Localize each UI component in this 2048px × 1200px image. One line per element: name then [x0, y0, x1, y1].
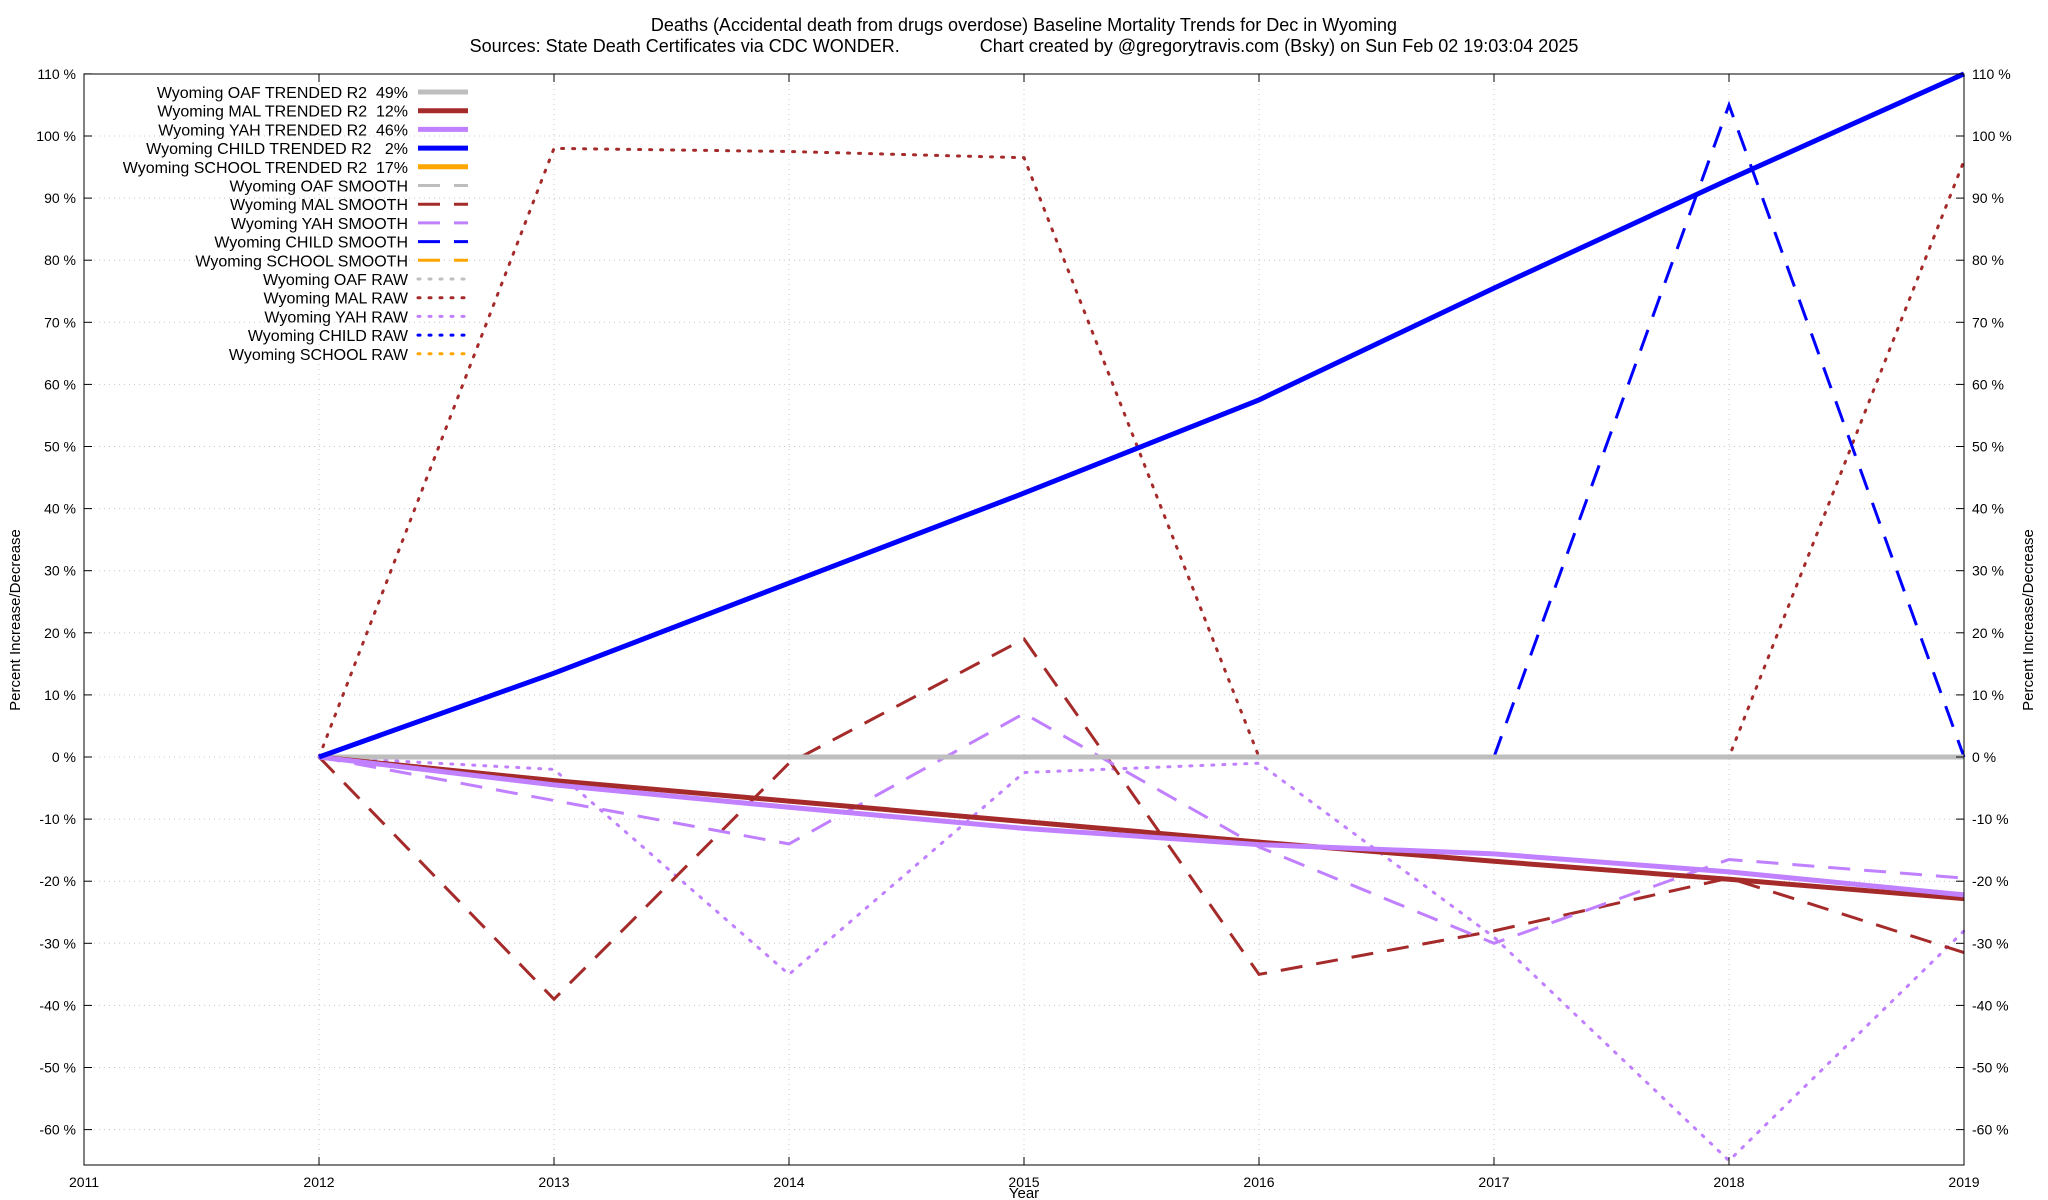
y2-tick-label: -10 %: [1972, 811, 2009, 827]
y-tick-label: 10 %: [44, 687, 76, 703]
y2-tick-label: -60 %: [1972, 1122, 2009, 1138]
y-tick-label: -20 %: [39, 873, 76, 889]
series-line-yah-trended: [318, 754, 1965, 898]
y-tick-label: 90 %: [44, 190, 76, 206]
series-line-mal-trended: [318, 754, 1965, 902]
y-tick-label: -50 %: [39, 1060, 76, 1076]
x-axis-label: Year: [1009, 1185, 1039, 1200]
legend-entry-label: Wyoming OAF TRENDED R2 49%: [157, 85, 408, 102]
y-tick-label: 60 %: [44, 376, 76, 392]
x-tick-label: 2011: [69, 1174, 99, 1190]
legend-entry-label: Wyoming CHILD RAW: [248, 328, 409, 345]
y2-tick-label: 60 %: [1972, 376, 2004, 392]
series-line-child-trended: [318, 71, 1966, 760]
legend-entry-label: Wyoming MAL TRENDED R2 12%: [157, 104, 408, 121]
y-tick-label: 70 %: [44, 314, 76, 330]
y-tick-label: 110 %: [37, 66, 76, 82]
series-line-mal-raw: [317, 146, 1966, 759]
legend-entry-label: Wyoming OAF RAW: [263, 272, 409, 289]
axis-ticks: 110 % 110 % 100 % 100 % 90 % 90 % 80 % 80 % 70 %…: [36, 66, 2011, 1190]
y-tick-label: 50 %: [44, 439, 76, 455]
series-line-child-smooth: [1492, 100, 1966, 758]
legend-entry-label: Wyoming YAH RAW: [264, 309, 408, 326]
y-tick-label: -30 %: [39, 935, 76, 951]
y2-tick-label: 100 %: [1972, 128, 2012, 144]
series-line-mal-smooth: [317, 637, 1965, 1002]
y2-tick-label: 20 %: [1972, 625, 2004, 641]
y2-tick-label: -40 %: [1972, 997, 2009, 1013]
y-tick-label: 40 %: [44, 501, 76, 517]
x-tick-label: 2017: [1478, 1174, 1509, 1190]
y2-tick-label: 80 %: [1972, 252, 2004, 268]
legend-entry-label: Wyoming SCHOOL RAW: [229, 347, 409, 364]
y2-axis-label: Percent Increase/Decrease: [2020, 529, 2037, 711]
y2-tick-label: -20 %: [1972, 873, 2009, 889]
x-tick-label: 2019: [1948, 1174, 1979, 1190]
chart-subtitle: Sources: State Death Certificates via CD…: [470, 36, 1579, 56]
y2-tick-label: 10 %: [1972, 687, 2004, 703]
y2-tick-label: 40 %: [1972, 501, 2004, 517]
y-tick-label: -60 %: [39, 1122, 76, 1138]
legend-entry-label: Wyoming MAL RAW: [264, 291, 409, 308]
y2-tick-label: -30 %: [1972, 935, 2009, 951]
y-tick-label: 100 %: [36, 128, 76, 144]
legend-entry-label: Wyoming CHILD TRENDED R2 2%: [146, 141, 408, 158]
y-tick-label: 0 %: [52, 749, 76, 765]
x-tick-label: 2016: [1243, 1174, 1274, 1190]
legend-entry-label: Wyoming SCHOOL SMOOTH: [195, 253, 408, 270]
x-tick-label: 2014: [773, 1174, 804, 1190]
y2-tick-label: 110 %: [1972, 66, 2011, 82]
y-tick-label: 20 %: [44, 625, 76, 641]
x-tick-label: 2015: [1008, 1174, 1039, 1190]
y-tick-label: -40 %: [39, 997, 76, 1013]
y2-tick-label: 70 %: [1972, 314, 2004, 330]
y2-tick-label: 0 %: [1972, 749, 1996, 765]
y2-tick-label: 30 %: [1972, 563, 2004, 579]
legend-entry-label: Wyoming YAH TRENDED R2 46%: [158, 122, 408, 139]
y-axis-label: Percent Increase/Decrease: [7, 529, 24, 711]
series-lines: [317, 71, 1966, 1163]
legend-entry-label: Wyoming SCHOOL TRENDED R2 17%: [123, 160, 408, 177]
y-tick-label: 30 %: [44, 563, 76, 579]
x-tick-label: 2012: [303, 1174, 334, 1190]
legend-entry-label: Wyoming OAF SMOOTH: [229, 179, 408, 196]
legend: Wyoming OAF TRENDED R2 49% Wyoming MAL TR…: [123, 85, 470, 364]
x-tick-label: 2013: [538, 1174, 569, 1190]
chart-title: Deaths (Accidental death from drugs over…: [651, 15, 1397, 35]
y-tick-label: 80 %: [44, 252, 76, 268]
y2-tick-label: -50 %: [1972, 1060, 2009, 1076]
series-line-yah-smooth: [318, 711, 1965, 945]
legend-entry-label: Wyoming MAL SMOOTH: [230, 197, 408, 214]
legend-entry-label: Wyoming YAH SMOOTH: [231, 216, 408, 233]
series-line-yah-raw: [317, 755, 1966, 1163]
y2-tick-label: 50 %: [1972, 439, 2004, 455]
legend-entry-label: Wyoming CHILD SMOOTH: [214, 235, 408, 252]
y2-tick-label: 90 %: [1972, 190, 2004, 206]
y-tick-label: -10 %: [39, 811, 76, 827]
x-tick-label: 2018: [1713, 1174, 1744, 1190]
